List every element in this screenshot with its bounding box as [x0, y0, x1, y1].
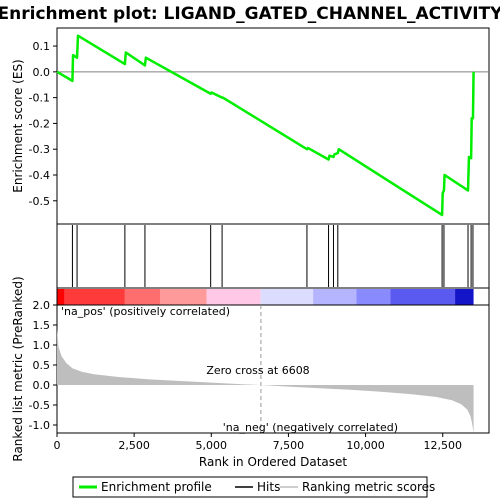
x-tick-label: 12,500 [423, 439, 462, 452]
hits-panel-frame [56, 223, 490, 289]
ranking-color-bar [57, 289, 474, 305]
hits-marks [71, 225, 474, 287]
zero-cross-label: Zero cross at 6608 [206, 364, 309, 377]
es-y-tick-label: -0.5 [29, 195, 50, 208]
metric-y-tick-label: 0.5 [33, 359, 51, 372]
color-bar-segment [160, 289, 207, 305]
color-bar-segment [260, 289, 314, 305]
positive-correlation-label: 'na_pos' (positively correlated) [61, 305, 230, 318]
es-y-axis-label: Enrichment score (ES) [11, 59, 25, 192]
metric-y-tick-label: 1.5 [33, 319, 51, 332]
metric-panel-frame [56, 304, 490, 434]
metric-y-axis-label: Ranked list metric (PreRanked) [11, 276, 25, 461]
color-bar-segment [455, 289, 474, 305]
x-tick-label: 7,500 [273, 439, 305, 452]
es-y-tick-label: 0.0 [33, 66, 51, 79]
x-axis-label: Rank in Ordered Dataset [199, 455, 347, 469]
ranking-metric-area [57, 329, 474, 433]
color-bar-segment [313, 289, 357, 305]
metric-y-tick-label: 0.0 [33, 379, 51, 392]
metric-y-tick-label: -1.0 [29, 419, 50, 432]
metric-y-tick-label: 1.0 [33, 339, 51, 352]
legend-hits-label: Hits [257, 480, 280, 494]
legend-metric-label: Ranking metric scores [302, 480, 435, 494]
metric-y-axis: 2.0 1.5 1.0 0.5 0.0 -0.5 -1.0 [29, 299, 57, 432]
metric-y-tick-label: 2.0 [33, 299, 51, 312]
legend-enrichment-label: Enrichment profile [101, 480, 212, 494]
color-bar-segment [57, 289, 65, 305]
es-y-axis: 0.1 0.0 -0.1 -0.2 -0.3 -0.4 -0.5 [29, 40, 57, 208]
x-axis: 0 2,500 5,000 7,500 10,000 12,500 [54, 433, 462, 452]
es-y-tick-label: -0.1 [29, 92, 50, 105]
es-panel-frame [56, 27, 490, 225]
color-bar-segment [64, 289, 125, 305]
x-tick-label: 2,500 [118, 439, 150, 452]
color-bar-segment [390, 289, 456, 305]
es-y-tick-label: -0.2 [29, 117, 50, 130]
metric-y-tick-label: -0.5 [29, 399, 50, 412]
color-bar-segment [356, 289, 391, 305]
es-y-tick-label: 0.1 [33, 40, 51, 53]
color-bar-segment [124, 289, 161, 305]
enrichment-profile-line [56, 34, 475, 217]
color-bar-segment [206, 289, 261, 305]
x-tick-label: 0 [54, 439, 61, 452]
chart-title: Enrichment plot: LIGAND_GATED_CHANNEL_AC… [0, 4, 500, 24]
es-y-tick-label: -0.3 [29, 143, 50, 156]
es-y-tick-label: -0.4 [29, 169, 50, 182]
x-tick-label: 10,000 [346, 439, 385, 452]
negative-correlation-label: 'na_neg' (negatively correlated) [223, 421, 398, 434]
x-tick-label: 5,000 [196, 439, 228, 452]
